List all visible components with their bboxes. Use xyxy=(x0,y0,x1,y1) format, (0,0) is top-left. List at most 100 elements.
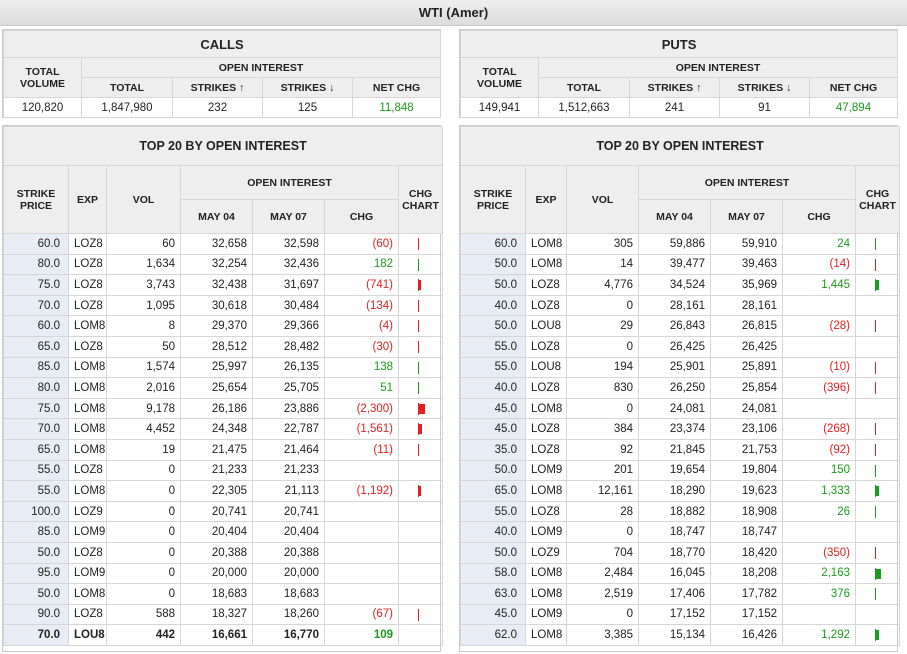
calls-strikes-up: 232 xyxy=(172,97,263,118)
strike-price-cell: 58.0 xyxy=(460,562,526,585)
table-row: 35.0 LOZ8 92 21,845 21,753 (92) xyxy=(460,438,901,461)
chg-chart-cell xyxy=(854,356,901,379)
chg-chart-header: CHG CHART xyxy=(397,165,444,234)
chg-cell: 138 xyxy=(324,356,399,379)
table-row: 75.0 LOZ8 3,743 32,438 31,697 (741) xyxy=(3,274,444,296)
may04-oi-cell: 26,843 xyxy=(638,315,711,337)
table-row: 55.0 LOZ8 0 26,425 26,425 xyxy=(460,335,901,358)
table-row: 40.0 LOZ8 830 26,250 25,854 (396) xyxy=(460,377,901,399)
calls-net-chg: 11,848 xyxy=(351,97,442,118)
may07-oi-cell: 17,152 xyxy=(710,603,783,626)
chg-cell: (67) xyxy=(324,603,399,626)
chg-chart-cell xyxy=(854,500,901,523)
chg-bar-axis xyxy=(418,340,419,353)
puts-total-volume: 149,941 xyxy=(460,97,539,118)
exp-cell: LOM9 xyxy=(68,562,107,585)
vol-cell: 0 xyxy=(106,480,181,502)
may07-oi-cell: 20,741 xyxy=(252,500,325,523)
table-row: 65.0 LOZ8 50 28,512 28,482 (30) xyxy=(3,335,444,358)
vol-cell: 442 xyxy=(106,624,181,646)
chg-cell xyxy=(324,541,399,564)
open-interest-header: OPEN INTEREST xyxy=(80,57,442,78)
vol-header: VOL xyxy=(106,165,181,234)
may07-oi-cell: 28,161 xyxy=(710,294,783,317)
strike-price-cell: 75.0 xyxy=(3,397,69,420)
chg-bar-axis xyxy=(418,361,419,374)
chg-cell: 1,333 xyxy=(782,480,856,502)
vol-cell: 60 xyxy=(106,233,181,255)
table-row: 40.0 LOZ8 0 28,161 28,161 xyxy=(460,294,901,317)
may04-oi-cell: 20,741 xyxy=(180,500,253,523)
strike-price-cell: 95.0 xyxy=(3,562,69,585)
exp-cell: LOZ8 xyxy=(525,377,567,399)
chg-bar-axis xyxy=(875,588,876,601)
exp-cell: LOZ8 xyxy=(525,500,567,523)
vol-cell: 704 xyxy=(566,541,639,564)
may07-oi-cell: 20,000 xyxy=(252,562,325,585)
chg-cell: 1,292 xyxy=(782,624,856,646)
puts-top20-panel: TOP 20 BY OPEN INTEREST STRIKE PRICE EXP… xyxy=(459,125,901,652)
chg-chart-cell xyxy=(854,480,901,502)
vol-cell: 0 xyxy=(106,459,181,482)
vol-cell: 0 xyxy=(566,521,639,543)
chg-chart-cell xyxy=(397,500,444,523)
vol-cell: 19 xyxy=(106,438,181,461)
chg-chart-cell xyxy=(397,253,444,276)
chg-bar-axis xyxy=(875,443,876,456)
may04-oi-cell: 24,081 xyxy=(638,397,711,420)
exp-cell: LOM8 xyxy=(68,315,107,337)
strike-price-cell: 50.0 xyxy=(460,315,526,337)
may04-header: MAY 04 xyxy=(638,199,711,234)
exp-cell: LOM8 xyxy=(68,583,107,605)
strike-price-cell: 50.0 xyxy=(460,541,526,564)
chg-cell: (350) xyxy=(782,541,856,564)
may07-oi-cell: 23,886 xyxy=(252,397,325,420)
may04-oi-cell: 29,370 xyxy=(180,315,253,337)
total-header: TOTAL xyxy=(81,77,173,98)
strike-price-cell: 70.0 xyxy=(3,418,69,440)
exp-cell: LOZ8 xyxy=(68,603,107,626)
puts-table-body: 60.0 LOM8 305 59,886 59,910 24 50.0 LOM8 14 39,47… xyxy=(460,233,901,646)
strike-price-cell: 65.0 xyxy=(460,480,526,502)
chg-bar-axis xyxy=(875,320,876,333)
chg-chart-cell xyxy=(854,253,901,276)
table-row: 55.0 LOM8 0 22,305 21,113 (1,192) xyxy=(3,480,444,502)
table-row: 80.0 LOZ8 1,634 32,254 32,436 182 xyxy=(3,253,444,276)
chg-bar-axis xyxy=(875,423,876,436)
may04-oi-cell: 18,882 xyxy=(638,500,711,523)
chg-chart-cell xyxy=(854,274,901,296)
may07-oi-cell: 26,135 xyxy=(252,356,325,379)
vol-cell: 9,178 xyxy=(106,397,181,420)
chg-bar-axis xyxy=(875,546,876,559)
chg-chart-cell xyxy=(854,377,901,399)
chg-cell: (2,300) xyxy=(324,397,399,420)
vol-cell: 0 xyxy=(106,541,181,564)
strike-price-cell: 100.0 xyxy=(3,500,69,523)
puts-top20-title: TOP 20 BY OPEN INTEREST xyxy=(459,126,901,166)
may07-oi-cell: 19,623 xyxy=(710,480,783,502)
vol-cell: 3,385 xyxy=(566,624,639,646)
chg-chart-cell xyxy=(397,397,444,420)
chg-cell xyxy=(782,603,856,626)
chg-bar-axis xyxy=(875,382,876,395)
strike-price-cell: 60.0 xyxy=(460,233,526,255)
vol-cell: 1,634 xyxy=(106,253,181,276)
strike-price-cell: 60.0 xyxy=(3,233,69,255)
chg-bar-axis xyxy=(875,464,876,477)
may07-oi-cell: 20,404 xyxy=(252,521,325,543)
exp-cell: LOZ8 xyxy=(525,438,567,461)
table-row: 90.0 LOZ8 588 18,327 18,260 (67) xyxy=(3,603,444,626)
may07-oi-cell: 20,388 xyxy=(252,541,325,564)
exp-cell: LOM8 xyxy=(525,624,567,646)
strike-price-cell: 65.0 xyxy=(3,438,69,461)
exp-cell: LOM8 xyxy=(68,397,107,420)
vol-header: VOL xyxy=(566,165,639,234)
puts-title: PUTS xyxy=(459,30,899,58)
vol-cell: 830 xyxy=(566,377,639,399)
table-row: 80.0 LOM8 2,016 25,654 25,705 51 xyxy=(3,377,444,399)
chg-cell: (30) xyxy=(324,335,399,358)
chg-chart-cell xyxy=(854,335,901,358)
vol-cell: 92 xyxy=(566,438,639,461)
may07-oi-cell: 26,425 xyxy=(710,335,783,358)
may04-oi-cell: 16,045 xyxy=(638,562,711,585)
